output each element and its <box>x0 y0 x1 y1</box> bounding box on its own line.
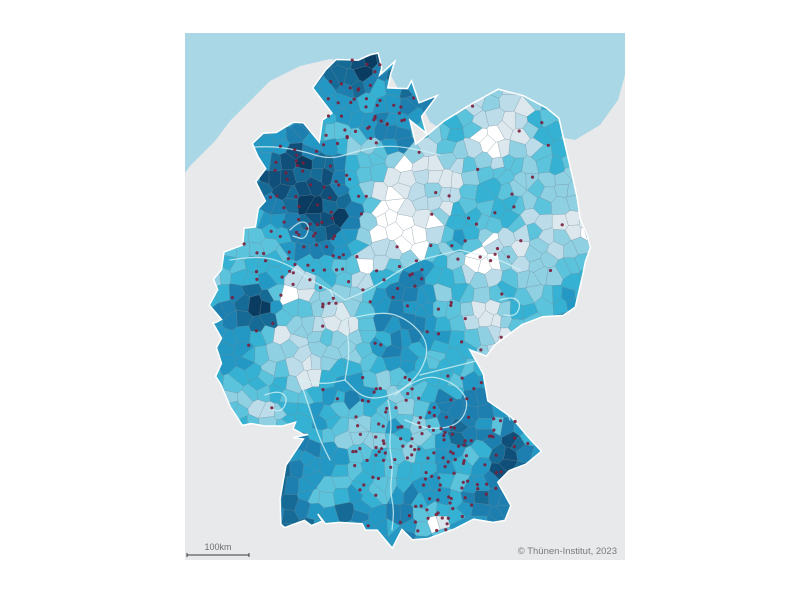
svg-text:100km: 100km <box>204 542 231 552</box>
